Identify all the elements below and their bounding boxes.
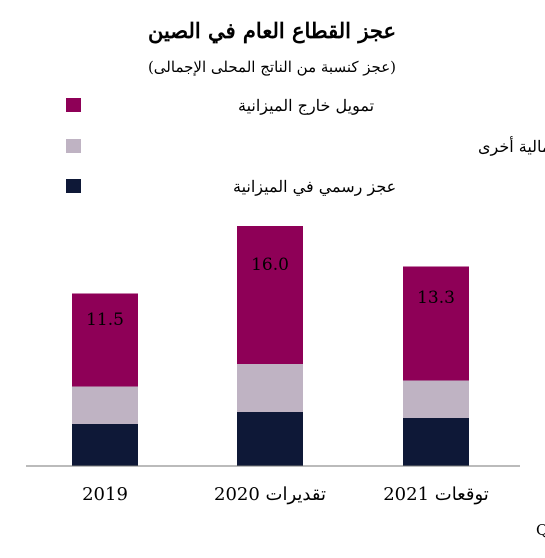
legend-swatch-withdrawals bbox=[66, 139, 81, 153]
bar-official-2 bbox=[403, 418, 469, 466]
legend-label-off-budget: تمويل خارج الميزانية bbox=[238, 96, 374, 115]
bar-withdrawals-1 bbox=[237, 364, 303, 412]
bar-withdrawals-2 bbox=[403, 380, 469, 418]
source-note: المصادر: قسم أبحاث الاستثمار العالمي في … bbox=[536, 520, 545, 539]
value-label-2021: 13.3 bbox=[417, 288, 455, 308]
category-label-2020: تقديرات 2020 bbox=[214, 484, 326, 505]
legend-label-official: عجز رسمي في الميزانية bbox=[233, 177, 396, 196]
chart-subtitle: (عجز كنسبة من الناتج المحلى الإجمالى) bbox=[148, 58, 396, 76]
value-label-2019: 11.5 bbox=[86, 310, 124, 330]
legend-swatch-off-budget bbox=[66, 98, 81, 112]
bar-off-budget-1 bbox=[237, 226, 303, 364]
bar-off-budget-2 bbox=[403, 266, 469, 381]
value-labels: 11.5 16.0 13.3 bbox=[86, 255, 455, 330]
chart-title: عجز القطاع العام في الصين bbox=[148, 18, 396, 44]
value-label-2020: 16.0 bbox=[251, 255, 289, 275]
legend: تمويل خارج الميزانية سحوبات من ودائع مال… bbox=[66, 96, 545, 196]
bars bbox=[72, 226, 469, 466]
legend-label-withdrawals: سحوبات من ودائع مالية وتحاويل من حسابات … bbox=[478, 136, 545, 156]
bar-off-budget-0 bbox=[72, 293, 138, 387]
bar-official-0 bbox=[72, 424, 138, 466]
category-labels: 2019 تقديرات 2020 توقعات 2021 bbox=[82, 484, 489, 505]
category-label-2021: توقعات 2021 bbox=[383, 484, 489, 505]
bar-official-1 bbox=[237, 412, 303, 466]
legend-swatch-official bbox=[66, 179, 81, 193]
category-label-2019: 2019 bbox=[82, 484, 128, 505]
bar-withdrawals-0 bbox=[72, 386, 138, 424]
